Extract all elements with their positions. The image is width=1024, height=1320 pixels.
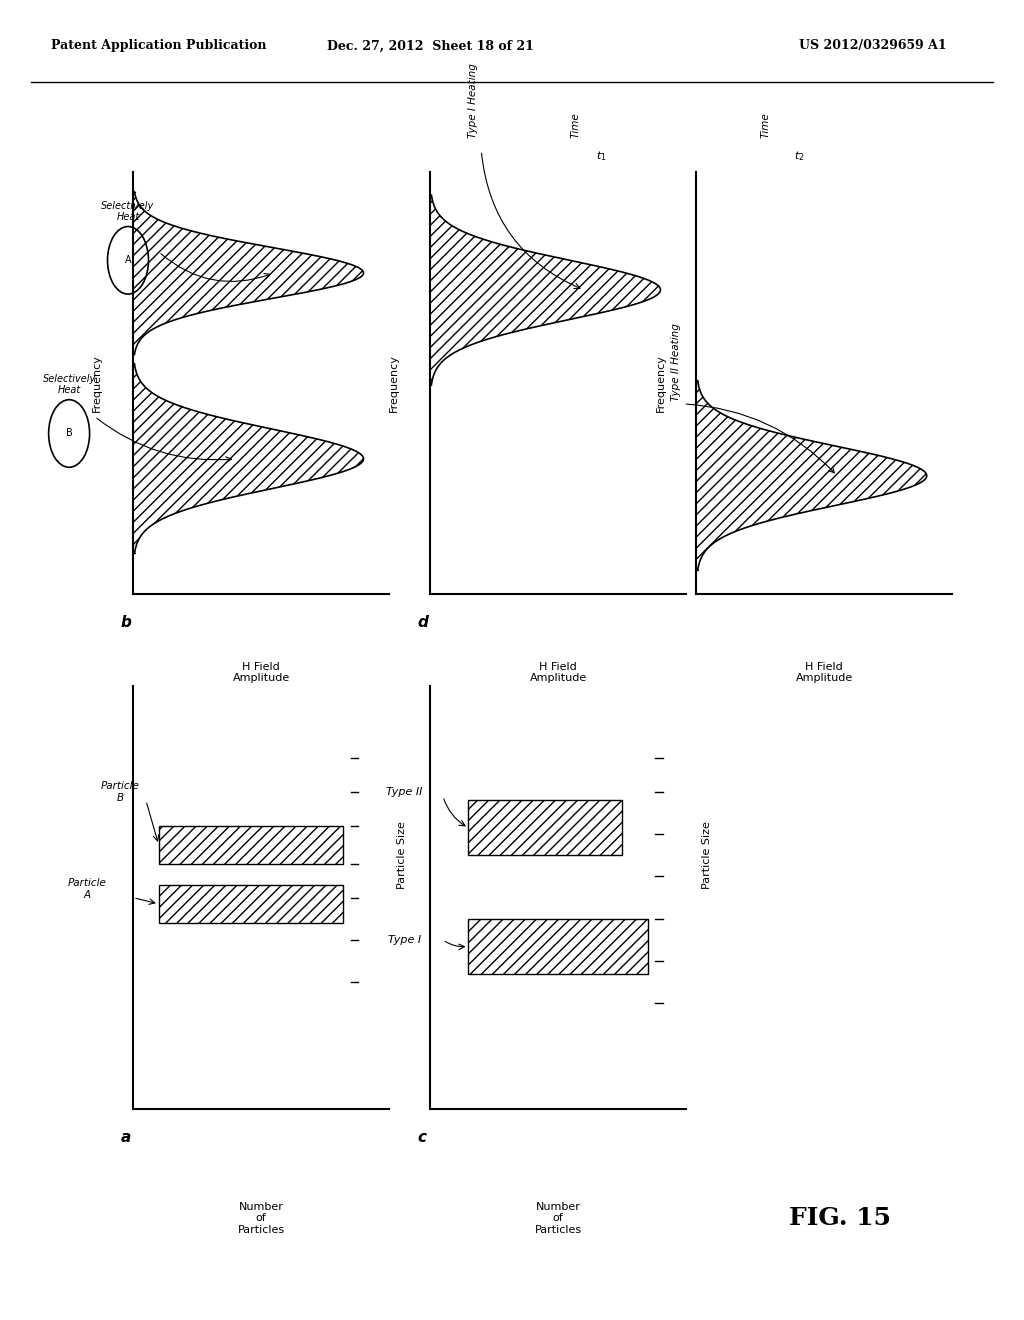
Text: US 2012/0329659 A1: US 2012/0329659 A1 xyxy=(799,40,946,53)
Text: H Field
Amplitude: H Field Amplitude xyxy=(232,661,290,684)
Text: B: B xyxy=(66,429,73,438)
Text: FIG. 15: FIG. 15 xyxy=(788,1206,891,1230)
Text: Particle
B: Particle B xyxy=(101,781,139,803)
Bar xyxy=(159,826,343,863)
Polygon shape xyxy=(696,380,927,570)
Text: $t_1$: $t_1$ xyxy=(596,149,607,164)
Text: Patent Application Publication: Patent Application Publication xyxy=(51,40,266,53)
Text: Time: Time xyxy=(571,112,581,137)
Polygon shape xyxy=(133,364,364,553)
Text: Particle
A: Particle A xyxy=(68,878,106,900)
Text: Time: Time xyxy=(760,112,770,137)
Text: H Field
Amplitude: H Field Amplitude xyxy=(796,661,853,684)
Text: H Field
Amplitude: H Field Amplitude xyxy=(529,661,587,684)
Bar xyxy=(468,800,622,855)
Text: A: A xyxy=(125,255,131,265)
Bar xyxy=(468,919,647,974)
Text: c: c xyxy=(418,1130,426,1144)
Text: Particle Size: Particle Size xyxy=(701,821,712,890)
Bar xyxy=(159,884,343,923)
Text: d: d xyxy=(418,615,428,630)
Polygon shape xyxy=(133,191,364,355)
Text: b: b xyxy=(121,615,131,630)
Text: Type I Heating: Type I Heating xyxy=(468,63,478,137)
Text: Type I: Type I xyxy=(388,935,421,945)
Text: Type II Heating: Type II Heating xyxy=(671,323,681,400)
Text: Dec. 27, 2012  Sheet 18 of 21: Dec. 27, 2012 Sheet 18 of 21 xyxy=(327,40,534,53)
Text: Type II: Type II xyxy=(386,787,423,797)
Text: a: a xyxy=(121,1130,131,1144)
Polygon shape xyxy=(430,195,660,385)
Text: Selectively
Heat: Selectively Heat xyxy=(101,201,155,222)
Text: Selectively
Heat: Selectively Heat xyxy=(42,374,96,396)
Text: Number
of
Particles: Number of Particles xyxy=(238,1201,285,1236)
Text: Number
of
Particles: Number of Particles xyxy=(535,1201,582,1236)
Text: Particle Size: Particle Size xyxy=(397,821,407,890)
Text: $t_2$: $t_2$ xyxy=(794,149,804,164)
Text: Frequency: Frequency xyxy=(92,354,102,412)
Text: Frequency: Frequency xyxy=(389,354,399,412)
Text: Frequency: Frequency xyxy=(655,354,666,412)
